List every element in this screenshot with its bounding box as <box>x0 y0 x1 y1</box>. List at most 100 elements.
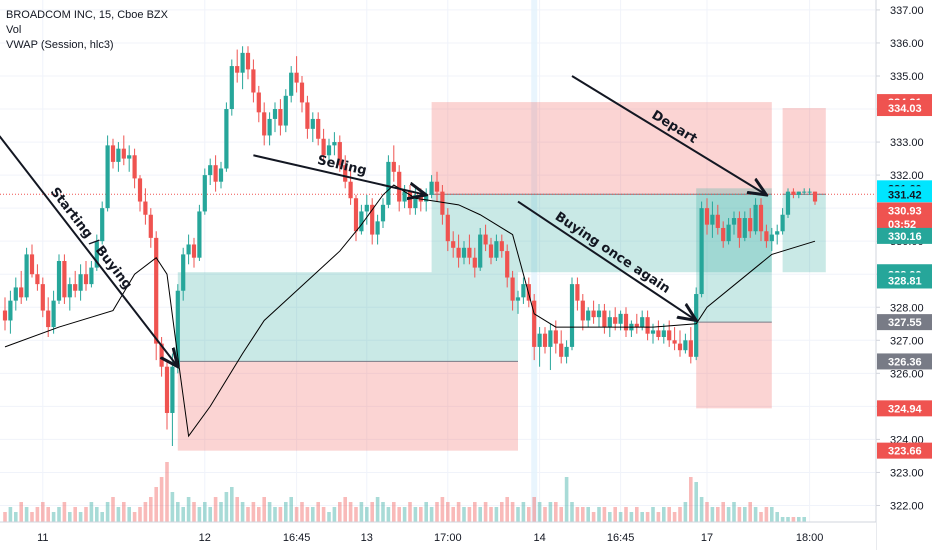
volume-bar <box>759 512 763 522</box>
loss-zone <box>431 102 772 195</box>
volume-bar <box>532 497 536 522</box>
candle <box>143 201 148 215</box>
volume-bar <box>473 502 477 522</box>
volume-bar <box>289 497 293 522</box>
candle <box>807 191 812 193</box>
candle <box>602 310 607 328</box>
annotation-arrow <box>517 200 696 321</box>
volume-bar <box>500 502 504 522</box>
candle <box>51 300 56 328</box>
volume-bar <box>516 507 520 522</box>
candle <box>532 300 537 347</box>
volume-bar <box>300 502 304 522</box>
candle <box>618 313 623 324</box>
volume-bar <box>143 502 148 522</box>
candle <box>224 109 229 169</box>
volume-bar <box>521 502 526 522</box>
candle <box>337 142 342 166</box>
volume-bar <box>510 502 515 522</box>
candle <box>375 221 380 235</box>
candle <box>386 161 391 205</box>
volume-bar <box>186 497 191 522</box>
price-tick-label: 322.00 <box>890 500 924 512</box>
candle <box>326 145 332 156</box>
candle <box>170 366 175 413</box>
profit-zone <box>431 194 772 273</box>
candle <box>229 66 234 110</box>
volume-bar <box>478 507 482 522</box>
price-tick-label: 336.00 <box>890 38 924 50</box>
volume-bar <box>570 502 574 522</box>
candle <box>634 323 639 328</box>
volume-bar <box>294 507 299 522</box>
candle <box>2 310 8 321</box>
volume-bar <box>780 517 785 522</box>
volume-bar <box>683 502 688 522</box>
candle <box>240 52 245 73</box>
volume-bar <box>181 507 185 522</box>
volume-bar <box>462 507 466 522</box>
candle <box>321 138 326 156</box>
volume-bar <box>494 507 499 522</box>
volume-bar <box>127 507 131 522</box>
price-tick-label: 326.00 <box>890 368 924 380</box>
time-tick-label: 13 <box>361 532 373 544</box>
volume-bar <box>548 502 553 522</box>
candle <box>73 284 78 291</box>
volume-bar <box>154 487 158 522</box>
annotation-arrow <box>571 75 766 195</box>
candle <box>29 254 35 275</box>
candle <box>753 204 758 232</box>
candle <box>40 284 45 311</box>
volume-bar <box>240 502 245 522</box>
volume-bar <box>305 507 310 522</box>
volume-bar <box>95 507 99 522</box>
candle <box>202 175 207 212</box>
volume-bar <box>402 507 407 522</box>
price-badge-label: 331.42 <box>888 189 922 201</box>
volume-bar <box>559 507 563 522</box>
volume-bar <box>24 507 29 522</box>
candle <box>796 191 801 195</box>
volume-bar <box>564 477 569 522</box>
candle <box>683 340 688 351</box>
volume-bar <box>737 507 742 522</box>
volume-bar <box>446 502 450 522</box>
candle <box>694 294 699 357</box>
volume-bar <box>689 477 693 522</box>
price-badge <box>877 227 932 244</box>
candle <box>731 218 737 225</box>
volume-bar <box>575 507 580 522</box>
volume-bar <box>370 502 374 522</box>
candle <box>24 254 29 298</box>
legend-symbol: BROADCOM INC, 15, Cboe BZX <box>6 9 168 21</box>
candle <box>262 112 267 136</box>
volume-bar <box>413 507 418 522</box>
volume-bar <box>365 507 369 522</box>
candle <box>332 142 337 146</box>
candle <box>67 284 72 298</box>
volume-bar <box>327 512 331 522</box>
volume-bar <box>726 507 731 522</box>
candle <box>35 274 40 285</box>
candle <box>359 211 364 232</box>
volume-bar <box>19 502 23 522</box>
chart-legend: BROADCOM INC, 15, Cboe BZX Vol VWAP (Ses… <box>6 8 168 53</box>
volume-bar <box>359 502 364 522</box>
volume-bar <box>273 507 277 522</box>
volume-bar <box>732 502 736 522</box>
candle <box>343 165 348 182</box>
price-badge <box>877 353 932 370</box>
price-tick-label: 337.00 <box>890 5 924 17</box>
candle <box>116 148 121 162</box>
candle <box>121 148 126 159</box>
candle <box>672 340 677 344</box>
time-tick-label: 16:45 <box>283 532 311 544</box>
volume-bar <box>35 507 40 522</box>
volume-bar <box>791 517 796 522</box>
candle <box>559 343 564 357</box>
price-axis: 322.00323.00324.00325.00326.00327.00328.… <box>875 0 932 550</box>
time-axis: 11 12 16:45 13 17:00 14 16:45 17 18:00 <box>0 521 876 550</box>
volume-bar <box>467 507 472 522</box>
